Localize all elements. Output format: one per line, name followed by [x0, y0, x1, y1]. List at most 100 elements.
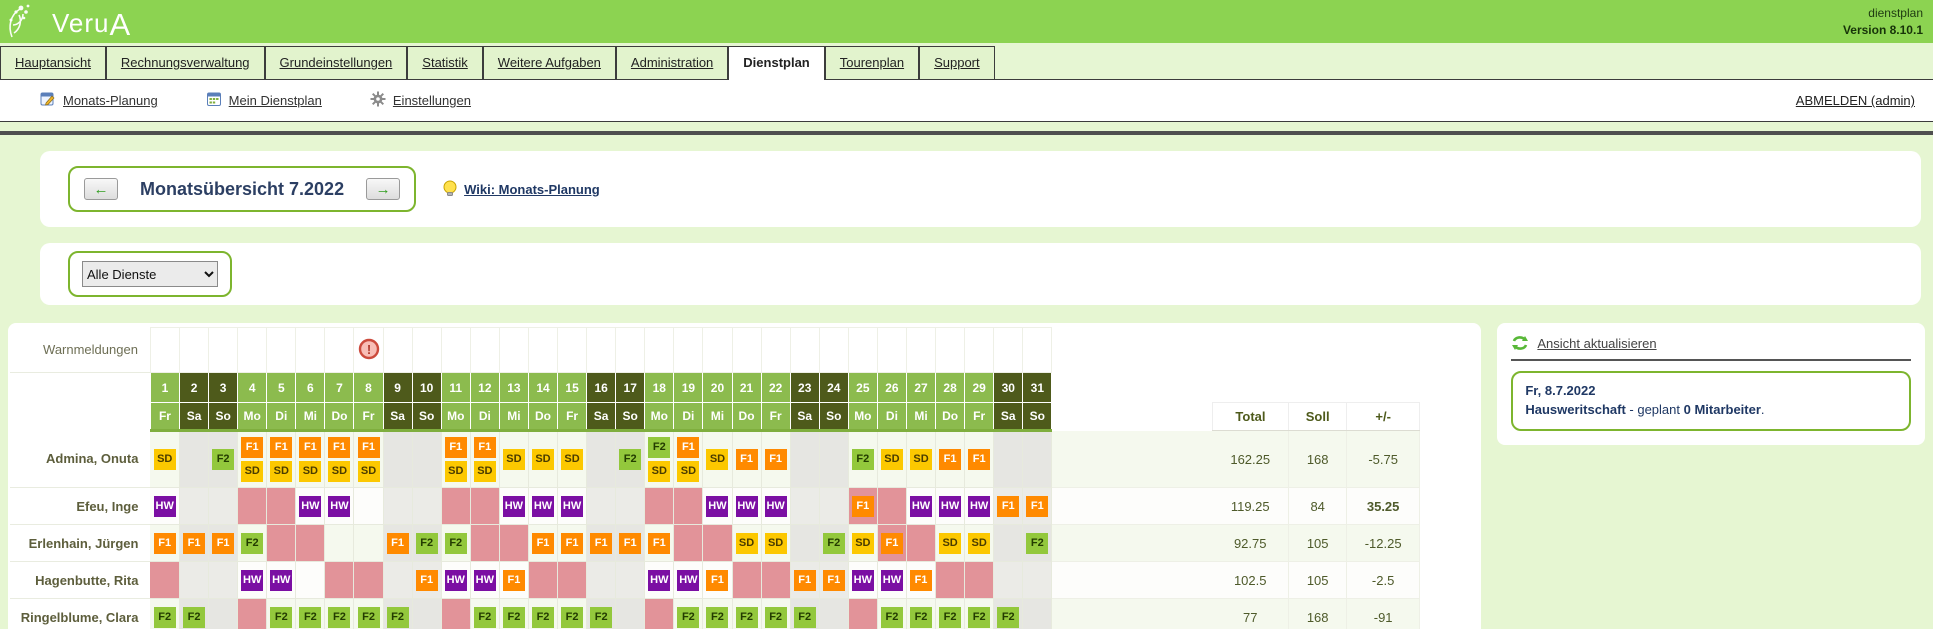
shift-badge-f2[interactable]: F2 [764, 606, 787, 628]
shift-cell-day-22[interactable]: F1 [761, 430, 791, 488]
shift-badge-f2[interactable]: F2 [153, 606, 176, 628]
shift-badge-f2[interactable]: F2 [1026, 532, 1049, 554]
shift-cell-day-9[interactable]: F2 [383, 598, 413, 629]
shift-cell-day-19[interactable]: F2 [673, 598, 704, 629]
shift-cell-day-9[interactable] [383, 430, 413, 488]
shift-badge-sd[interactable]: SD [502, 449, 525, 470]
shift-cell-day-27[interactable]: F1 [906, 561, 937, 599]
day-number-27[interactable]: 27 [905, 372, 937, 403]
shift-cell-day-26[interactable] [877, 487, 907, 525]
shift-cell-day-23[interactable]: F2 [790, 598, 820, 629]
day-number-3[interactable]: 3 [208, 372, 239, 403]
shift-badge-hw[interactable]: HW [677, 569, 700, 591]
shift-badge-f2[interactable]: F2 [968, 606, 991, 628]
shift-cell-day-16[interactable] [586, 561, 617, 599]
shift-cell-day-29[interactable] [964, 561, 995, 599]
day-number-21[interactable]: 21 [731, 372, 762, 403]
shift-badge-f1[interactable]: F1 [793, 569, 816, 591]
shift-badge-hw[interactable]: HW [241, 569, 264, 591]
shift-cell-day-10[interactable] [412, 487, 442, 525]
day-number-2[interactable]: 2 [179, 372, 210, 403]
shift-cell-day-1[interactable] [150, 561, 181, 599]
shift-cell-day-12[interactable]: F1 SD [470, 430, 500, 488]
shift-badge-f2[interactable]: F2 [561, 606, 584, 628]
day-number-11[interactable]: 11 [440, 372, 471, 403]
shift-badge-hw[interactable]: HW [328, 495, 351, 517]
day-number-4[interactable]: 4 [237, 372, 268, 403]
day-number-16[interactable]: 16 [586, 372, 617, 403]
shift-cell-day-27[interactable]: SD [906, 430, 937, 488]
shift-cell-day-17[interactable]: F1 [615, 524, 646, 562]
shift-badge-sd[interactable]: SD [473, 461, 496, 482]
shift-badge-sd[interactable]: SD [444, 461, 467, 482]
shift-cell-day-10[interactable] [412, 430, 442, 488]
shift-cell-day-2[interactable]: F2 [179, 598, 210, 629]
shift-badge-f1[interactable]: F1 [648, 532, 671, 554]
shift-cell-day-8[interactable] [353, 487, 384, 525]
day-number-1[interactable]: 1 [149, 372, 181, 403]
day-number-18[interactable]: 18 [644, 372, 675, 403]
shift-badge-sd[interactable]: SD [561, 449, 584, 470]
shift-cell-day-11[interactable] [441, 598, 471, 629]
shift-cell-day-16[interactable]: F2 [586, 598, 617, 629]
shift-cell-day-28[interactable]: HW [935, 487, 966, 525]
shift-cell-day-31[interactable] [1022, 430, 1053, 488]
shift-badge-f1[interactable]: F1 [183, 532, 206, 554]
shift-cell-day-15[interactable]: F1 [557, 524, 588, 562]
shift-cell-day-2[interactable] [179, 561, 210, 599]
shift-cell-day-13[interactable]: SD [499, 430, 529, 488]
shift-cell-day-5[interactable] [266, 524, 297, 562]
shift-cell-day-17[interactable] [615, 561, 646, 599]
shift-cell-day-9[interactable] [383, 487, 413, 525]
day-number-28[interactable]: 28 [935, 372, 966, 403]
next-month-button[interactable]: → [366, 178, 401, 200]
shift-badge-hw[interactable]: HW [968, 495, 991, 517]
shift-badge-f2[interactable]: F2 [531, 606, 554, 628]
shift-cell-day-11[interactable] [441, 487, 471, 525]
shift-cell-day-26[interactable]: HW [877, 561, 907, 599]
shift-badge-sd[interactable]: SD [764, 532, 787, 554]
shift-badge-f2[interactable]: F2 [299, 606, 322, 628]
shift-cell-day-23[interactable] [790, 487, 820, 525]
service-filter-select[interactable]: Alle Dienste [82, 261, 218, 287]
shift-badge-f1[interactable]: F1 [444, 437, 467, 458]
day-number-26[interactable]: 26 [876, 372, 907, 403]
shift-badge-hw[interactable]: HW [939, 495, 962, 517]
day-number-8[interactable]: 8 [353, 372, 384, 403]
shift-badge-sd[interactable]: SD [648, 461, 671, 482]
shift-cell-day-9[interactable] [383, 561, 413, 599]
shift-cell-day-13[interactable] [499, 524, 529, 562]
shift-badge-f1[interactable]: F1 [677, 437, 700, 458]
shift-badge-hw[interactable]: HW [735, 495, 758, 517]
tab-tourenplan[interactable]: Tourenplan [824, 46, 920, 79]
shift-cell-day-15[interactable]: HW [557, 487, 588, 525]
shift-badge-sd[interactable]: SD [910, 449, 932, 470]
tab-rechnungsverwaltung[interactable]: Rechnungsverwaltung [105, 46, 265, 79]
shift-cell-day-13[interactable]: F1 [499, 561, 529, 599]
shift-cell-day-29[interactable]: F2 [964, 598, 995, 629]
shift-badge-f1[interactable]: F1 [851, 495, 874, 517]
shift-cell-day-1[interactable]: F2 [150, 598, 181, 629]
shift-cell-day-1[interactable]: HW [150, 487, 181, 525]
shift-badge-f2[interactable]: F2 [910, 606, 932, 628]
shift-badge-f2[interactable]: F2 [328, 606, 351, 628]
day-number-30[interactable]: 30 [993, 372, 1024, 403]
shift-cell-day-8[interactable] [353, 561, 384, 599]
shift-cell-day-5[interactable]: F2 [266, 598, 297, 629]
shift-cell-day-16[interactable] [586, 487, 617, 525]
shift-cell-day-14[interactable]: F1 [528, 524, 559, 562]
day-number-10[interactable]: 10 [411, 372, 442, 403]
shift-cell-day-22[interactable] [761, 561, 791, 599]
shift-badge-f2[interactable]: F2 [735, 606, 758, 628]
shift-badge-hw[interactable]: HW [910, 495, 932, 517]
shift-cell-day-3[interactable] [208, 598, 239, 629]
shift-badge-f2[interactable]: F2 [648, 437, 671, 458]
shift-cell-day-30[interactable] [993, 561, 1024, 599]
toolbar-link-einstellungen[interactable]: Einstellungen [370, 91, 471, 110]
logout-link[interactable]: ABMELDEN (admin) [1795, 93, 1915, 108]
shift-cell-day-11[interactable]: F1 SD [441, 430, 471, 488]
shift-cell-day-22[interactable]: HW [761, 487, 791, 525]
shift-cell-day-4[interactable]: F1 SD [237, 430, 268, 488]
shift-cell-day-29[interactable]: F1 [964, 430, 995, 488]
shift-cell-day-6[interactable]: F1 SD [295, 430, 326, 488]
